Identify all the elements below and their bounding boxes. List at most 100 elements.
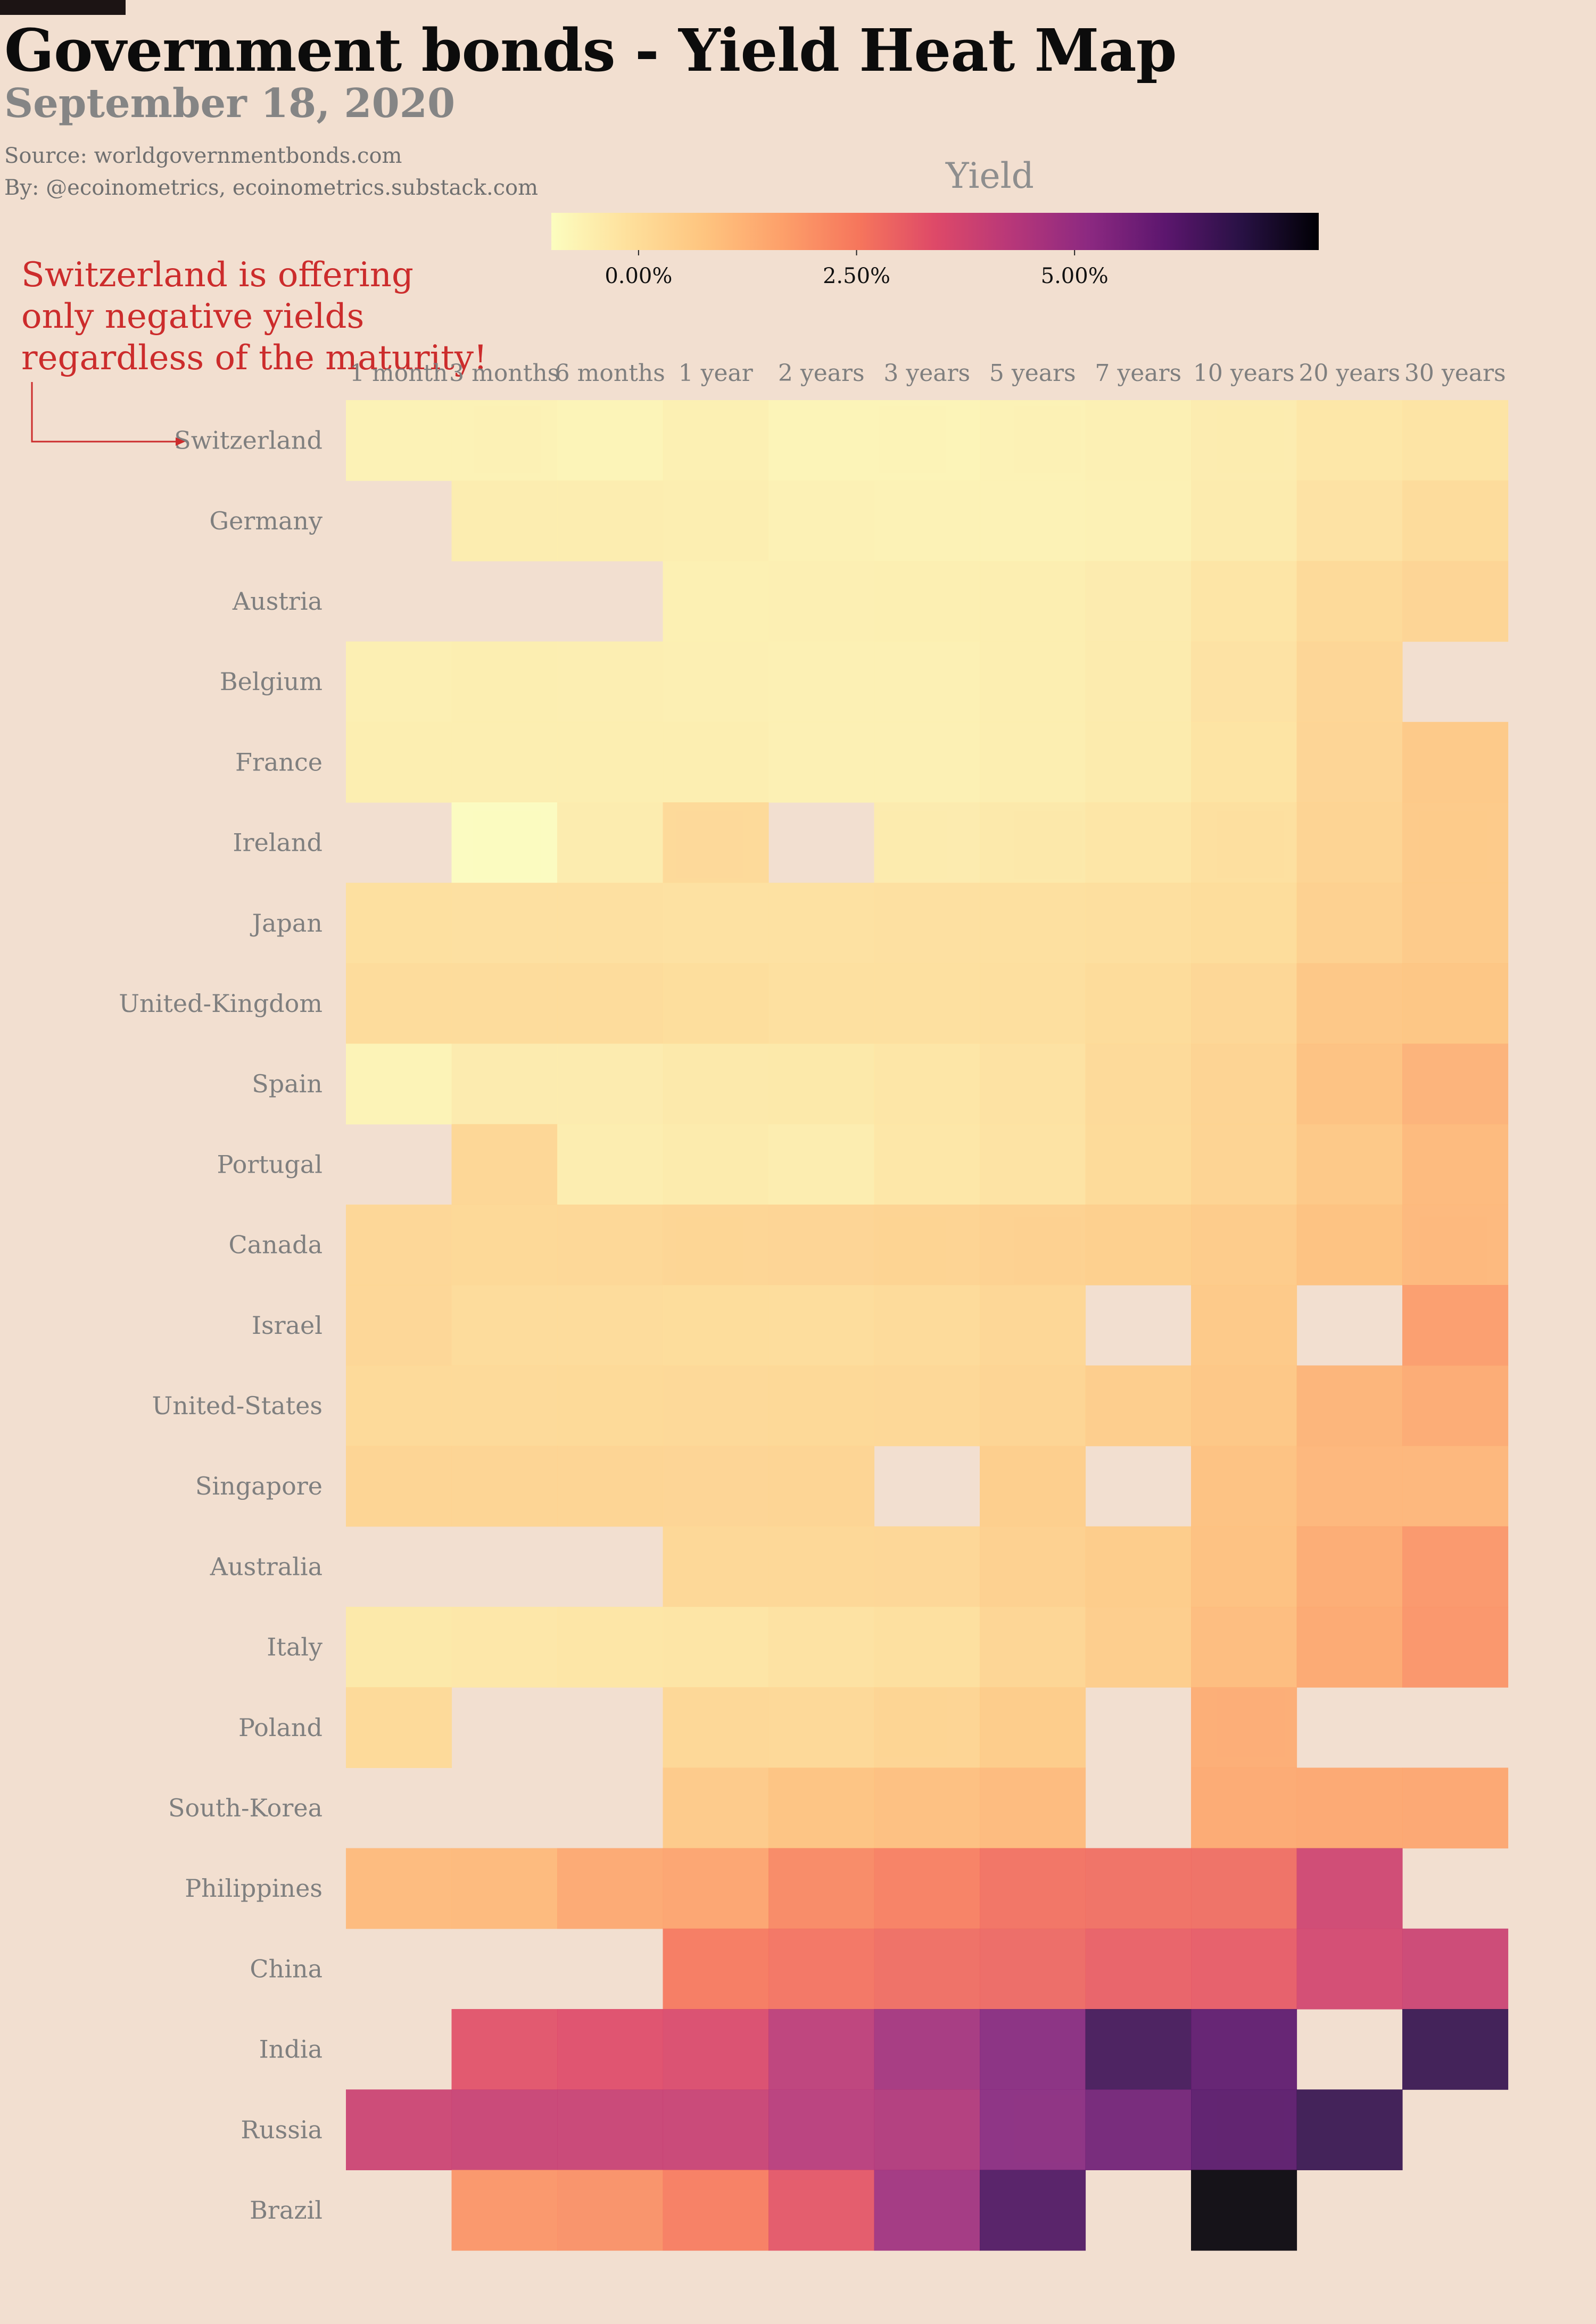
row-label: United-Kingdom <box>119 989 322 1018</box>
heatmap-cell <box>874 963 980 1044</box>
row-label: Canada <box>228 1231 322 1259</box>
heatmap-cell <box>1402 2009 1509 2090</box>
heatmap-cell <box>768 883 875 964</box>
heatmap-cells <box>346 400 1509 2251</box>
heatmap-cell <box>663 641 769 723</box>
heatmap-cell <box>1191 2170 1297 2251</box>
heatmap-cell <box>346 400 452 481</box>
heatmap-cell <box>663 561 769 642</box>
heatmap-cell <box>980 1928 1086 2010</box>
heatmap-cell <box>1296 1848 1403 1929</box>
heatmap-cell <box>346 1687 452 1768</box>
heatmap-cell <box>874 883 980 964</box>
heatmap-cell <box>1085 721 1192 803</box>
heatmap-cell <box>874 1848 980 1929</box>
heatmap-cell <box>768 1043 875 1125</box>
colorbar-gradient <box>551 213 1319 250</box>
row-labels: Switzerland Germany Austria Belgium France Ir… <box>119 426 322 2225</box>
heatmap-cell <box>768 1848 875 1929</box>
heatmap-cell <box>1085 1043 1192 1125</box>
row-label: Poland <box>238 1713 322 1742</box>
heatmap-cell <box>1085 1526 1192 1607</box>
heatmap-cell <box>1191 963 1297 1044</box>
column-label: 10 years <box>1193 360 1295 387</box>
heatmap-cell <box>346 883 452 964</box>
heatmap-cell <box>874 480 980 561</box>
heatmap-cell <box>980 1285 1086 1366</box>
heatmap-cell <box>874 2009 980 2090</box>
heatmap-cell <box>1085 400 1192 481</box>
heatmap-cell <box>980 641 1086 723</box>
heatmap-cell <box>980 2170 1086 2251</box>
heatmap-cell <box>768 1607 875 1688</box>
heatmap-cell <box>451 2089 558 2170</box>
heatmap-cell <box>874 721 980 803</box>
heatmap-cell <box>980 1767 1086 1849</box>
heatmap-cell <box>346 1607 452 1688</box>
heatmap-cell <box>1402 1526 1509 1607</box>
heatmap-cell <box>768 400 875 481</box>
heatmap-cell <box>1191 400 1297 481</box>
column-label: 5 years <box>989 360 1076 387</box>
heatmap-cell <box>1191 561 1297 642</box>
heatmap-cell <box>1296 721 1403 803</box>
heatmap-cell <box>557 883 664 964</box>
heatmap-cell <box>1296 802 1403 883</box>
heatmap-cell <box>874 1767 980 1849</box>
heatmap-cell <box>557 480 664 561</box>
heatmap-cell <box>874 2170 980 2251</box>
colorbar-title: Yield <box>946 155 1034 196</box>
heatmap-cell <box>663 2009 769 2090</box>
heatmap-cell <box>1191 802 1297 883</box>
heatmap-cell <box>980 1205 1086 1285</box>
heatmap-cell <box>1296 561 1403 642</box>
heatmap-cell <box>1191 721 1297 803</box>
heatmap-cell <box>1085 1205 1192 1285</box>
heatmap-cell <box>663 1205 769 1285</box>
heatmap-cell <box>874 641 980 723</box>
heatmap-cell <box>451 1205 558 1285</box>
heatmap-cell <box>557 641 664 723</box>
heatmap-cell <box>451 1365 558 1447</box>
heatmap-cell <box>1296 400 1403 481</box>
row-label: Italy <box>267 1633 322 1662</box>
heatmap-cell <box>557 1446 664 1527</box>
column-label: 7 years <box>1095 360 1181 387</box>
heatmap-cell <box>1085 2009 1192 2090</box>
heatmap-cell <box>663 400 769 481</box>
row-label: Ireland <box>233 828 322 857</box>
heatmap-cell <box>874 400 980 481</box>
heatmap-cell <box>980 963 1086 1044</box>
row-label: Philippines <box>185 1874 322 1903</box>
heatmap-cell <box>980 1365 1086 1447</box>
row-label: India <box>259 2035 322 2064</box>
heatmap-cell <box>557 1607 664 1688</box>
row-label: Belgium <box>220 667 322 696</box>
heatmap-cell <box>663 1124 769 1205</box>
heatmap-cell <box>1296 963 1403 1044</box>
heatmap-cell <box>1402 400 1509 481</box>
heatmap-cell <box>768 963 875 1044</box>
heatmap-cell <box>451 400 558 481</box>
row-label: Japan <box>250 909 322 937</box>
row-label: China <box>250 1954 322 1983</box>
heatmap-cell <box>768 1767 875 1849</box>
column-label: 2 years <box>778 360 865 387</box>
row-label: Spain <box>252 1069 322 1098</box>
heatmap-cell <box>874 1124 980 1205</box>
heatmap-cell <box>557 1285 664 1366</box>
chart-title: Government bonds - Yield Heat Map <box>4 16 1177 85</box>
annotation-arrow-head <box>176 437 185 446</box>
heatmap-cell <box>768 1285 875 1366</box>
heatmap-cell <box>980 1446 1086 1527</box>
heatmap-cell <box>874 802 980 883</box>
heatmap-cell <box>557 721 664 803</box>
heatmap-cell <box>346 1285 452 1366</box>
heatmap-cell <box>1191 641 1297 723</box>
heatmap-cell <box>1296 1767 1403 1849</box>
heatmap-cell <box>1296 1446 1403 1527</box>
heatmap-cell <box>768 721 875 803</box>
heatmap-cell <box>451 1124 558 1205</box>
heatmap-cell <box>980 802 1086 883</box>
heatmap-cell <box>1296 1043 1403 1125</box>
